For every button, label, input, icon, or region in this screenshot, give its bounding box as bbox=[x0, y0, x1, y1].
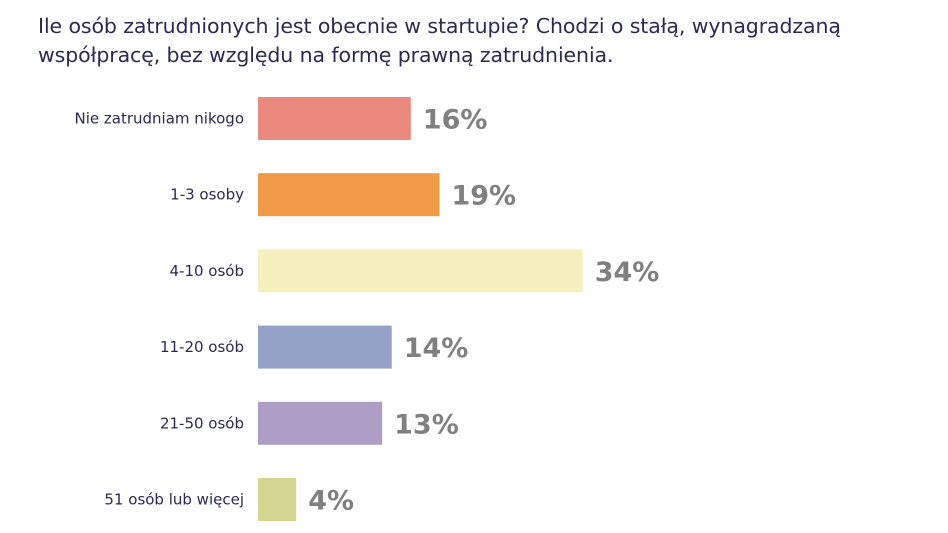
bar bbox=[258, 249, 583, 293]
category-label: 51 osób lub więcej bbox=[104, 491, 244, 509]
bar bbox=[258, 97, 411, 140]
bar bbox=[258, 401, 383, 445]
bar bbox=[258, 173, 440, 217]
category-label: 1-3 osoby bbox=[170, 186, 244, 204]
category-label: 11-20 osób bbox=[160, 338, 244, 356]
value-label: 13% bbox=[394, 409, 459, 440]
bar bbox=[258, 478, 297, 521]
value-label: 19% bbox=[451, 181, 516, 212]
chart-title: Ile osób zatrudnionych jest obecnie w st… bbox=[38, 14, 841, 67]
value-label: 16% bbox=[423, 105, 488, 136]
value-label: 14% bbox=[404, 333, 469, 364]
category-label: Nie zatrudniam nikogo bbox=[75, 110, 244, 128]
bar bbox=[258, 325, 392, 369]
value-label: 4% bbox=[308, 486, 354, 517]
category-label: 21-50 osób bbox=[160, 414, 244, 432]
value-label: 34% bbox=[595, 257, 660, 288]
category-label: 4-10 osób bbox=[169, 262, 244, 280]
